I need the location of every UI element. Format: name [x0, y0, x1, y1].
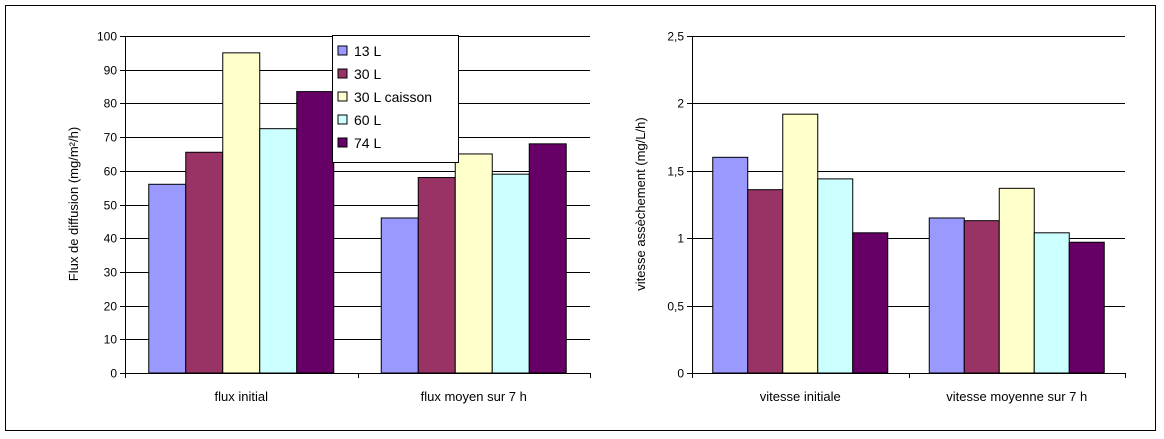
bar-60-l-flux-moyen-sur-7-h	[491, 173, 530, 374]
x-tick-label: flux initial	[215, 389, 269, 404]
y-axis-label: Flux de diffusion (mg/m²/h)	[66, 127, 81, 281]
bar-30-l-vitesse-initiale	[747, 189, 784, 374]
legend-label: 74 L	[354, 135, 381, 151]
bar-30-l-vitesse-moyenne-sur-7-h	[963, 220, 1000, 374]
x-tick-label: vitesse moyenne sur 7 h	[946, 389, 1087, 404]
legend: 13 L 30 L 30 L caisson 60 L 74 L	[332, 35, 459, 163]
chart-flux-diffusion: Flux de diffusion (mg/m²/h) 0 10 20 30 40 50 6…	[66, 30, 591, 404]
y-tick-label: 70	[104, 131, 118, 145]
bar-60-l-flux-initial	[259, 128, 298, 374]
y-tick-label: 0	[110, 367, 117, 381]
bar-30-l-flux-initial	[185, 151, 224, 374]
y-tick-label: 1,5	[667, 165, 684, 179]
y-tick-label: 80	[104, 97, 118, 111]
y-tick-label: 20	[104, 300, 118, 314]
bar-30-l-caisson-flux-moyen-sur-7-h	[454, 153, 493, 374]
chart-vitesse-assechement: vitesse assèchement (mg/L/h) 0 0,5 1 1,5 2 2,…	[633, 30, 1126, 404]
bar-13-l-vitesse-moyenne-sur-7-h	[928, 217, 965, 374]
y-tick-label: 30	[104, 266, 118, 280]
bar-74-l-flux-initial	[296, 91, 335, 374]
y-tick-label: 40	[104, 232, 118, 246]
plot-area: 0 10 20 30 40 50 60 70 80 90 100 flux initial flux m…	[97, 30, 591, 404]
y-tick-label: 2	[677, 97, 684, 111]
bar-74-l-vitesse-initiale	[852, 232, 889, 374]
y-axis-label: vitesse assèchement (mg/L/h)	[633, 117, 648, 290]
bar-13-l-flux-initial	[148, 183, 187, 374]
y-tick-label: 10	[104, 333, 118, 347]
y-tick-label: 0,5	[667, 300, 684, 314]
legend-label: 30 L	[354, 66, 381, 82]
bar-13-l-vitesse-initiale	[712, 156, 749, 374]
bar-60-l-vitesse-moyenne-sur-7-h	[1033, 232, 1070, 374]
legend-swatch-30-l	[337, 68, 348, 79]
bar-60-l-vitesse-initiale	[817, 178, 854, 374]
bar-30-l-caisson-vitesse-moyenne-sur-7-h	[998, 187, 1035, 374]
bar-74-l-vitesse-moyenne-sur-7-h	[1068, 241, 1105, 374]
y-tick-label: 90	[104, 64, 118, 78]
y-tick-label: 1	[677, 232, 684, 246]
x-tick-label: vitesse initiale	[760, 389, 841, 404]
bar-13-l-flux-moyen-sur-7-h	[380, 217, 419, 374]
x-tick-label: flux moyen sur 7 h	[421, 389, 527, 404]
y-tick-label: 60	[104, 165, 118, 179]
legend-swatch-13-l	[337, 45, 348, 56]
y-tick-label: 2,5	[667, 30, 684, 44]
legend-label: 13 L	[354, 43, 381, 59]
y-tick-label: 0	[677, 367, 684, 381]
plot-area: 0 0,5 1 1,5 2 2,5 vitesse initiale vitesse moye…	[667, 30, 1126, 404]
legend-swatch-30-l-caisson	[337, 91, 348, 102]
legend-swatch-74-l	[337, 137, 348, 148]
bar-30-l-flux-moyen-sur-7-h	[417, 177, 456, 374]
bar-30-l-caisson-flux-initial	[222, 52, 261, 374]
y-tick-label: 50	[104, 199, 118, 213]
legend-box	[332, 35, 459, 163]
legend-label: 30 L caisson	[354, 89, 432, 105]
bar-30-l-caisson-vitesse-initiale	[782, 113, 819, 374]
legend-swatch-60-l	[337, 114, 348, 125]
y-tick-label: 100	[97, 30, 117, 44]
bar-74-l-flux-moyen-sur-7-h	[528, 143, 567, 374]
legend-label: 60 L	[354, 112, 381, 128]
